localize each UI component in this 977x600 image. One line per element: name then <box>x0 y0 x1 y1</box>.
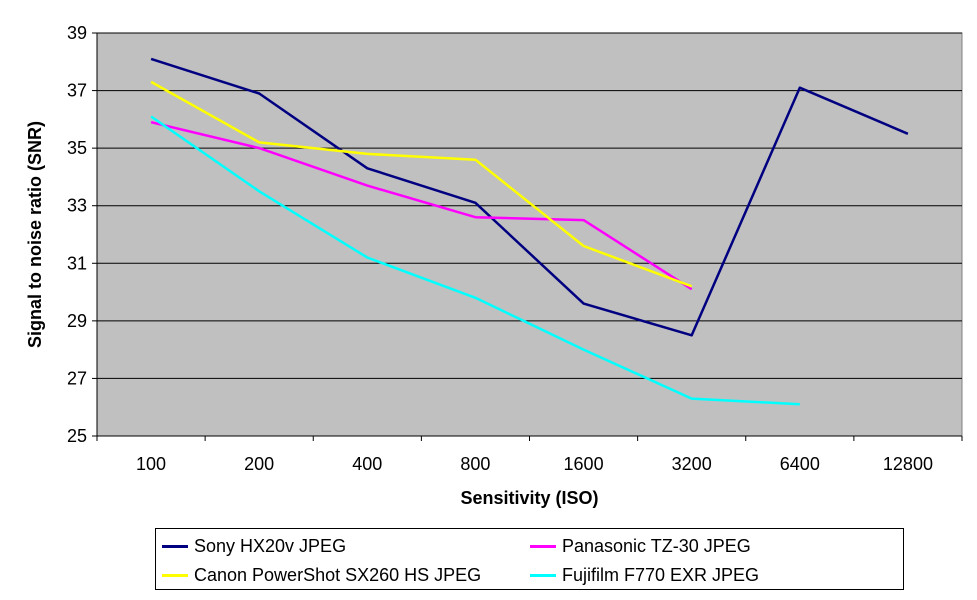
legend-item-fujifilm: Fujifilm F770 EXR JPEG <box>530 561 759 589</box>
x-tick-labels: 100 200 400 800 1600 3200 6400 12800 <box>136 454 933 474</box>
axes <box>96 33 963 441</box>
series-line-2 <box>150 80 693 288</box>
series-line-0 <box>150 57 909 337</box>
x-tick-label: 800 <box>460 454 490 474</box>
x-axis-title: Sensitivity (ISO) <box>460 488 598 508</box>
legend-swatch-panasonic <box>530 544 556 548</box>
legend-label-canon: Canon PowerShot SX260 HS JPEG <box>194 564 482 585</box>
series-line-3 <box>150 115 800 406</box>
x-tick-label: 400 <box>352 454 382 474</box>
y-tick-label: 37 <box>67 81 87 101</box>
x-tick-label: 200 <box>244 454 274 474</box>
legend: Sony HX20v JPEG Panasonic TZ-30 JPEG Can… <box>155 528 904 590</box>
plot-area <box>96 32 963 437</box>
x-tick-label: 100 <box>136 454 166 474</box>
y-tick-label: 39 <box>67 23 87 43</box>
y-tick-label: 29 <box>67 311 87 331</box>
x-tick-label: 3200 <box>672 454 712 474</box>
legend-label-panasonic: Panasonic TZ-30 JPEG <box>562 535 751 556</box>
series-line-1 <box>150 120 693 291</box>
legend-label-sony: Sony HX20v JPEG <box>194 535 347 556</box>
gridlines <box>92 32 962 437</box>
legend-item-sony: Sony HX20v JPEG <box>162 532 346 560</box>
y-tick-label: 25 <box>67 426 87 446</box>
legend-item-panasonic: Panasonic TZ-30 JPEG <box>530 532 751 560</box>
legend-swatch-fujifilm <box>530 573 556 577</box>
y-axis-title: Signal to noise ratio (SNR) <box>25 121 45 348</box>
x-tick-label: 6400 <box>780 454 820 474</box>
y-tick-label: 35 <box>67 138 87 158</box>
y-tick-label: 27 <box>67 368 87 388</box>
x-tick-label: 1600 <box>564 454 604 474</box>
legend-label-fujifilm: Fujifilm F770 EXR JPEG <box>562 564 760 585</box>
y-tick-label: 33 <box>67 196 87 216</box>
y-tick-labels: 25 27 29 31 33 35 37 39 <box>67 23 87 446</box>
legend-swatch-sony <box>162 544 188 548</box>
y-tick-label: 31 <box>67 253 87 273</box>
x-tick-label: 12800 <box>883 454 933 474</box>
legend-swatch-canon <box>162 573 188 577</box>
legend-item-canon: Canon PowerShot SX260 HS JPEG <box>162 561 481 589</box>
series-lines <box>150 57 909 406</box>
